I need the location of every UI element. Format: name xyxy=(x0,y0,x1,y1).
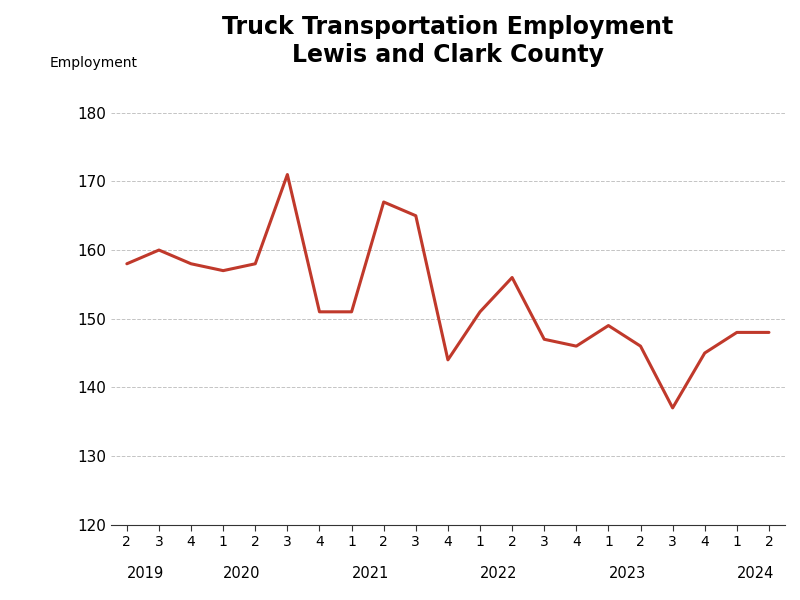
Text: 2020: 2020 xyxy=(223,566,261,581)
Text: Employment: Employment xyxy=(50,56,138,70)
Text: 2023: 2023 xyxy=(609,566,646,581)
Text: 2024: 2024 xyxy=(737,566,774,581)
Text: 2022: 2022 xyxy=(480,566,518,581)
Title: Truck Transportation Employment
Lewis and Clark County: Truck Transportation Employment Lewis an… xyxy=(222,15,674,67)
Text: 2019: 2019 xyxy=(127,566,164,581)
Text: 2021: 2021 xyxy=(351,566,389,581)
